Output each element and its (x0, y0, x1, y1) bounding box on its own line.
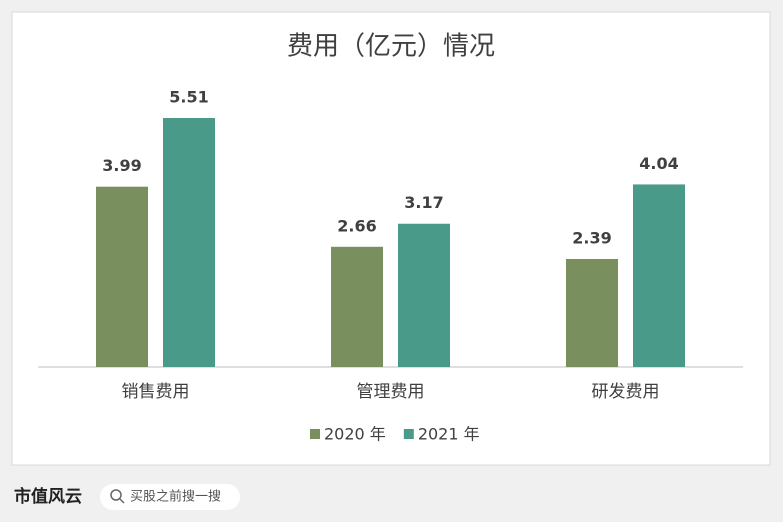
bar (398, 223, 450, 367)
bar (633, 184, 685, 367)
search-icon-handle (119, 498, 125, 504)
data-label: 5.51 (169, 88, 208, 107)
legend-label: 2021 年 (418, 425, 480, 444)
bar (96, 186, 148, 367)
search-icon (110, 489, 122, 501)
legend-label: 2020 年 (324, 425, 386, 444)
chart-title: 费用（亿元）情况 (287, 32, 495, 62)
data-label: 3.17 (404, 193, 443, 212)
footer-logo: 市值风云 (14, 486, 82, 507)
bar (163, 118, 215, 367)
x-tick-label: 管理费用 (357, 382, 425, 402)
legend-swatch (403, 429, 414, 439)
data-label: 3.99 (102, 156, 141, 175)
x-tick-label: 销售费用 (122, 382, 190, 402)
bar (566, 258, 618, 367)
search-text: 买股之前搜一搜 (130, 489, 221, 505)
bar (331, 246, 383, 367)
x-tick-label: 研发费用 (592, 382, 660, 402)
data-label: 2.66 (337, 216, 376, 235)
data-label: 2.39 (572, 228, 611, 247)
legend-swatch (310, 429, 320, 439)
search-box[interactable] (100, 484, 240, 510)
data-label: 4.04 (639, 154, 678, 173)
